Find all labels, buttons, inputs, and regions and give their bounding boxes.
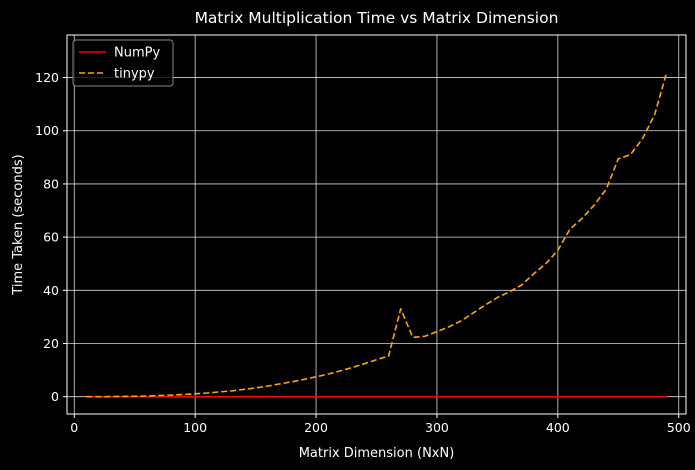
y-axis-label: Time Taken (seconds)	[11, 154, 26, 295]
ticks: 0 100 200 300 400 500 0 20 40 60 80 100 120	[35, 70, 691, 435]
x-tick-label: 300	[425, 420, 449, 435]
x-tick-label: 100	[183, 420, 207, 435]
x-tick-label: 500	[667, 420, 691, 435]
legend: NumPy tinypy	[72, 39, 174, 87]
y-tick-label: 80	[43, 176, 59, 191]
x-tick-label: 400	[546, 420, 570, 435]
legend-label-tinypy: tinypy	[114, 67, 155, 82]
plot-frame	[66, 34, 687, 415]
chart-title: Matrix Multiplication Time vs Matrix Dim…	[195, 9, 559, 27]
y-tick-label: 120	[35, 70, 59, 85]
series-line-tinypy	[86, 71, 668, 398]
y-tick-label: 100	[35, 123, 59, 138]
series-layer	[86, 71, 668, 398]
y-tick-label: 40	[43, 283, 59, 298]
x-axis-label: Matrix Dimension (NxN)	[299, 446, 455, 461]
x-tick-label: 0	[70, 420, 78, 435]
y-tick-label: 60	[43, 230, 59, 245]
y-tick-label: 0	[51, 389, 59, 404]
x-tick-label: 200	[304, 420, 328, 435]
y-tick-label: 20	[43, 336, 59, 351]
legend-label-numpy: NumPy	[114, 46, 160, 61]
